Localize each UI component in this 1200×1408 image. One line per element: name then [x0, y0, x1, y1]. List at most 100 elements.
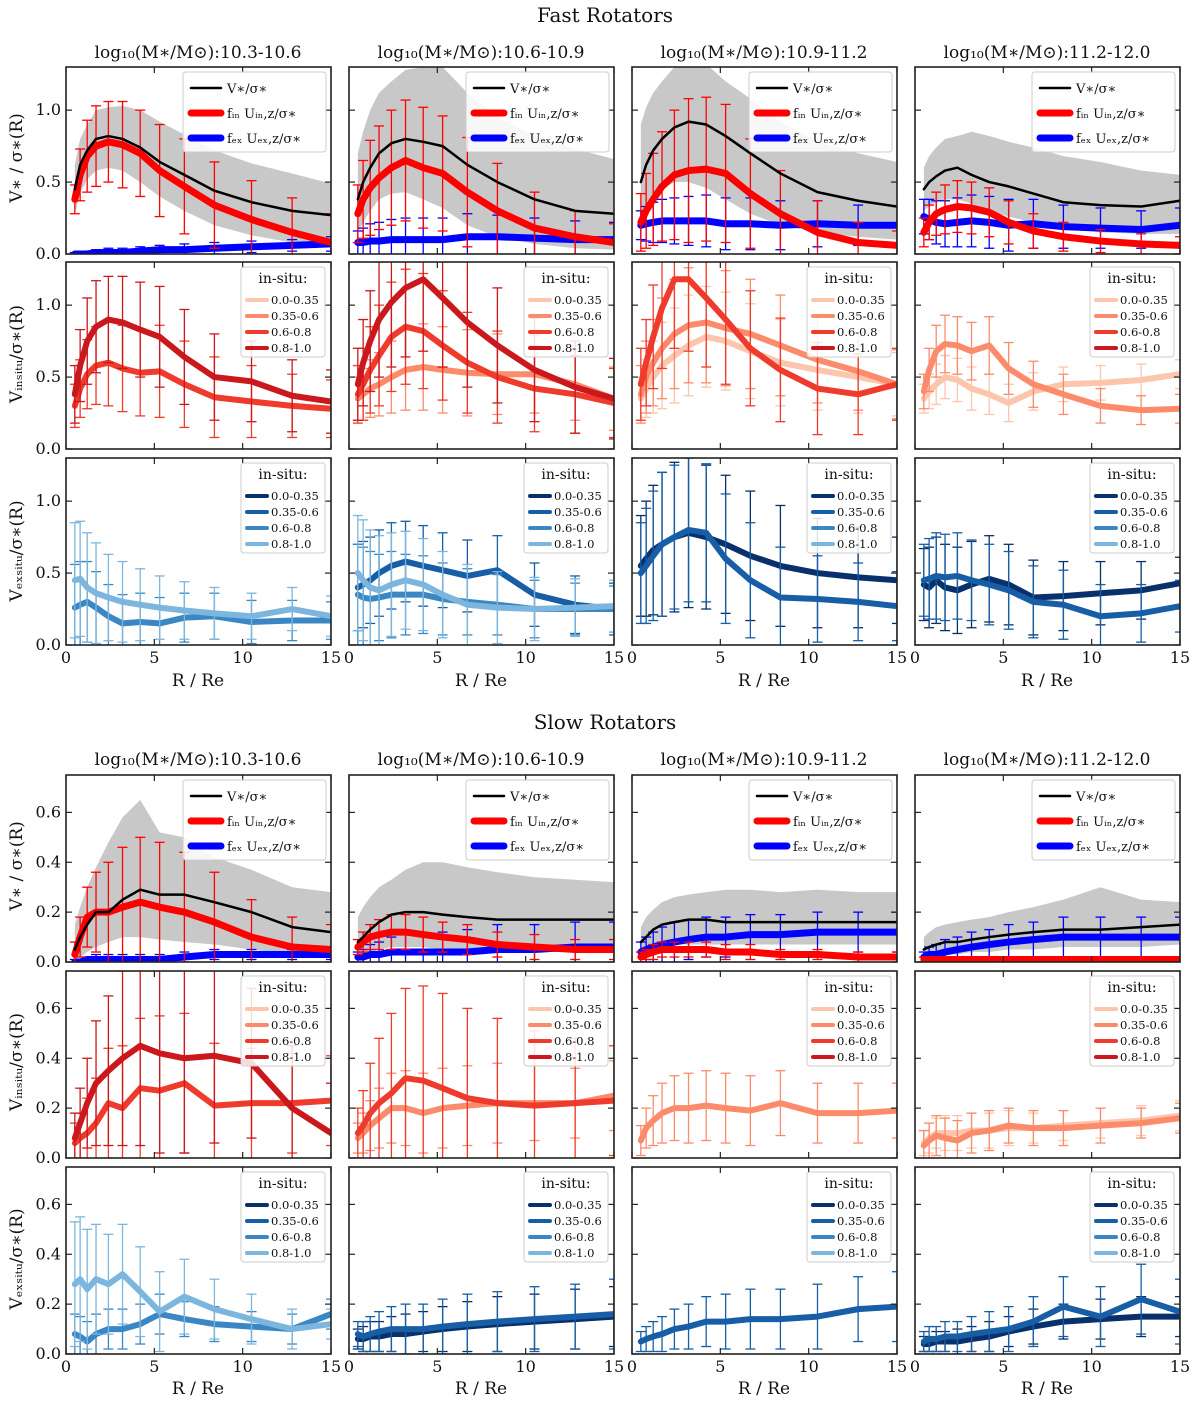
legend-title: in-situ: [541, 467, 590, 483]
legend-box [240, 975, 326, 1067]
slow-xlabel-4: R / Re [1021, 1379, 1073, 1399]
legend-label: 0.8-1.0 [554, 341, 594, 355]
x-tick-label: 0 [61, 648, 71, 667]
legend-label: fᵢₙ Uᵢₙ,z/σ∗ [227, 815, 296, 830]
plot-area [69, 275, 331, 439]
legend-label: 0.6-0.8 [554, 1034, 594, 1048]
legend-title: in-situ: [541, 271, 590, 287]
legend-box [806, 1171, 892, 1263]
axes-frame [348, 970, 615, 1159]
axes-frame [65, 66, 332, 255]
x-tick-label: 0 [61, 1357, 71, 1376]
series-line-0.6-0.8 [354, 1075, 614, 1137]
plot-area [69, 799, 331, 962]
legend-label: 0.0-0.35 [271, 293, 319, 307]
slow-xlabel-3: R / Re [738, 1379, 790, 1399]
legend-label: fᵢₙ Uᵢₙ,z/σ∗ [793, 107, 862, 122]
panel-fast-exsitu-10.6-10.9: 0 5 10 15 in-situ: 0.0-0.35 0.35-0.6 0.6-0.8 0.8… [344, 457, 624, 667]
panel-fast-total-10.3-10.6: 0.0 0.5 1.0 V∗/σ∗ fᵢₙ Uᵢₙ,z/σ∗ fₑₓ Uₑₓ,z/σ∗ [36, 66, 332, 263]
legend-label: 0.0-0.35 [837, 293, 885, 307]
x-tick-label: 15 [321, 648, 341, 667]
plot-area [918, 532, 1180, 645]
fast-rotators-title: Fast Rotators [537, 3, 673, 27]
legend-box [465, 779, 610, 861]
axes-frame [914, 66, 1181, 255]
fast-xlabel-4: R / Re [1021, 671, 1073, 691]
legend-label: 0.35-0.6 [271, 505, 319, 519]
x-tick-label: 10 [232, 648, 252, 667]
series-line-V-sigma [922, 166, 1180, 208]
legend-box [523, 462, 609, 554]
legend-label: 0.0-0.35 [554, 1002, 602, 1016]
legend-label: 0.6-0.8 [837, 1230, 877, 1244]
legend-label: 0.6-0.8 [1120, 325, 1160, 339]
axes-frame [65, 1166, 332, 1355]
x-tick-label: 15 [1170, 1357, 1190, 1376]
legend-box [748, 71, 893, 153]
x-tick-label: 5 [149, 1357, 159, 1376]
legend-box [1031, 779, 1176, 861]
y-tick-label: 1.0 [36, 295, 61, 314]
series-line-0.8-1.0 [354, 276, 614, 402]
legend-label: 0.0-0.35 [554, 293, 602, 307]
plot-area [635, 889, 897, 962]
slow-xlabel-2: R / Re [455, 1379, 507, 1399]
y-tick-label: 0.0 [36, 439, 61, 458]
plot-area [635, 458, 897, 645]
series-line-0.6-0.8 [637, 276, 897, 398]
x-tick-label: 15 [604, 648, 624, 667]
scatter-band [74, 799, 331, 962]
axes-frame [65, 970, 332, 1159]
x-tick-label: 10 [1081, 648, 1101, 667]
axes-frame [348, 66, 615, 255]
x-tick-label: 10 [1081, 1357, 1101, 1376]
legend-label: 0.0-0.35 [271, 1002, 319, 1016]
series-line-f-ex-U-ex-z-sigma [920, 933, 1180, 961]
fast-col-title-1: log₁₀(M∗/M⊙):10.3-10.6 [95, 43, 302, 63]
panel-fast-exsitu-10.9-11.2: 0 5 10 15 in-situ: 0.0-0.35 0.35-0.6 0.6-0.8 0.8… [627, 457, 907, 667]
series-line-f-in-U-in-z-sigma [71, 898, 331, 959]
legend-label: 0.6-0.8 [271, 1230, 311, 1244]
plot-area [635, 1070, 897, 1157]
x-tick-label: 5 [149, 648, 159, 667]
slow-xlabel-1: R / Re [172, 1379, 224, 1399]
fast-ylabel-total: V∗ / σ∗(R) [7, 113, 27, 204]
plot-area [352, 514, 614, 645]
legend-label: 0.0-0.35 [554, 1198, 602, 1212]
legend-label: 0.6-0.8 [1120, 1034, 1160, 1048]
plot-area [918, 1263, 1180, 1354]
fast-col-title-2: log₁₀(M∗/M⊙):10.6-10.9 [378, 43, 585, 63]
fast-xlabel-1: R / Re [172, 671, 224, 691]
legend-title: in-situ: [824, 467, 873, 483]
axes-frame [631, 457, 898, 646]
legend-label: 0.6-0.8 [554, 521, 594, 535]
axes-frame [914, 970, 1181, 1159]
panel-slow-insitu-10.6-10.9: in-situ: 0.0-0.35 0.35-0.6 0.6-0.8 0.8-1.0 [348, 970, 615, 1159]
y-tick-label: 0.6 [36, 998, 61, 1017]
legend-title: in-situ: [824, 1176, 873, 1192]
series-line-0.35-0.6 [920, 1296, 1180, 1345]
series-line-V-sigma [356, 910, 614, 944]
legend-label: 0.8-1.0 [1120, 537, 1160, 551]
legend-label: fᵢₙ Uᵢₙ,z/σ∗ [1076, 107, 1145, 122]
y-tick-label: 0.0 [36, 635, 61, 654]
panel-fast-insitu-10.9-11.2: in-situ: 0.0-0.35 0.35-0.6 0.6-0.8 0.8-1.0 [631, 261, 898, 450]
legend-label: 0.0-0.35 [1120, 1002, 1168, 1016]
legend-label: 0.0-0.35 [837, 1198, 885, 1212]
plot-area [69, 520, 331, 645]
plot-area [352, 67, 614, 254]
plot-area [69, 100, 331, 254]
plot-area [918, 131, 1180, 254]
panel-slow-total-10.3-10.6: 0.0 0.2 0.4 0.6 V∗/σ∗ fᵢₙ Uᵢₙ,z/σ∗ fₑₓ Uₑₓ,z/σ… [36, 774, 332, 971]
legend-label: fᵢₙ Uᵢₙ,z/σ∗ [793, 815, 862, 830]
legend-label: 0.35-0.6 [1120, 309, 1168, 323]
legend-label: 0.35-0.6 [1120, 1214, 1168, 1228]
panel-fast-total-10.9-11.2: V∗/σ∗ fᵢₙ Uᵢₙ,z/σ∗ fₑₓ Uₑₓ,z/σ∗ [631, 66, 898, 255]
legend-label: V∗/σ∗ [226, 82, 267, 97]
series-line-f-in-U-in-z-sigma [920, 203, 1180, 249]
legend-label: 0.8-1.0 [1120, 341, 1160, 355]
legend-label: 0.0-0.35 [554, 489, 602, 503]
legend-label: fₑₓ Uₑₓ,z/σ∗ [793, 132, 867, 147]
axes-frame [65, 457, 332, 646]
x-tick-label: 5 [432, 648, 442, 667]
